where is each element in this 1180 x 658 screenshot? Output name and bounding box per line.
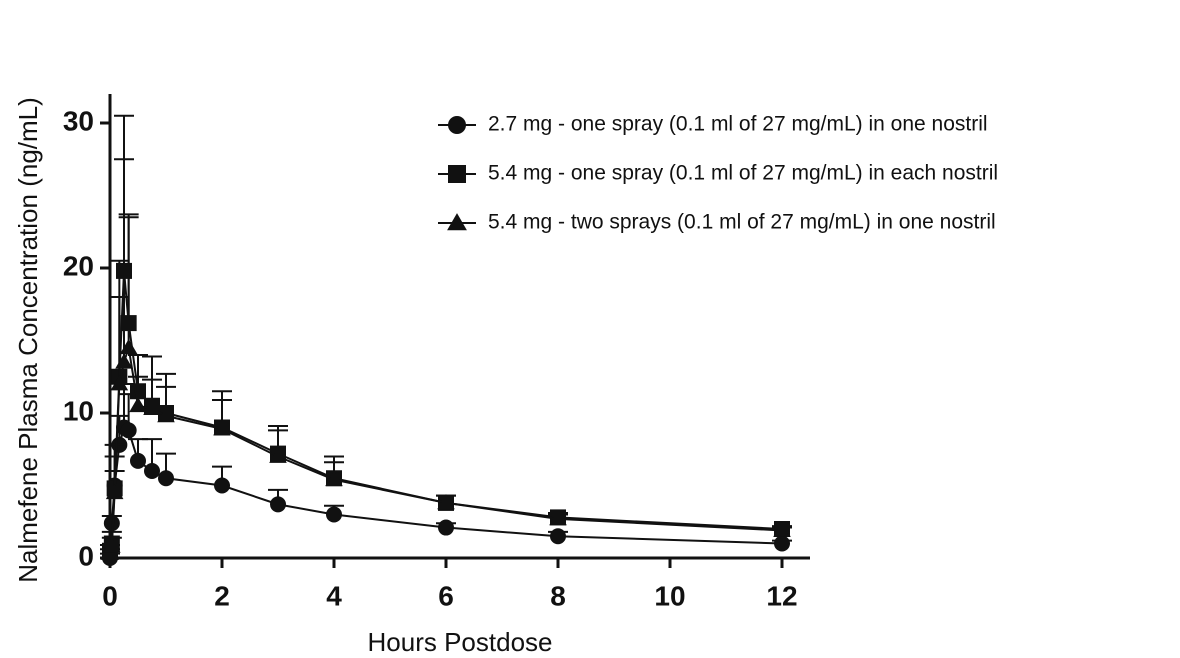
- error-bar: [114, 158, 134, 363]
- marker: [157, 407, 175, 423]
- x-axis-label: Hours Postdose: [368, 627, 553, 657]
- marker: [214, 477, 230, 494]
- y-tick-label: 20: [63, 250, 94, 281]
- x-tick-label: 12: [766, 580, 797, 611]
- marker: [270, 496, 286, 513]
- legend-label: 5.4 mg - two sprays (0.1 ml of 27 mg/mL)…: [488, 211, 996, 234]
- x-tick-label: 0: [102, 580, 118, 611]
- marker: [143, 399, 161, 416]
- marker: [115, 353, 133, 369]
- x-tick-label: 2: [214, 580, 230, 611]
- y-axis-label: Nalmefene Plasma Concentration (ng/mL): [13, 97, 43, 583]
- y-tick-label: 30: [63, 105, 94, 136]
- marker: [144, 463, 160, 479]
- marker: [773, 521, 791, 537]
- marker: [448, 165, 466, 183]
- marker: [110, 375, 129, 391]
- marker: [130, 452, 146, 469]
- x-tick-label: 4: [326, 580, 342, 611]
- error-bar: [118, 216, 139, 348]
- marker: [774, 535, 790, 552]
- series: [100, 383, 792, 566]
- y-tick-label: 0: [78, 540, 94, 571]
- marker: [325, 470, 343, 487]
- marker: [438, 519, 454, 536]
- series: [100, 158, 792, 561]
- marker: [447, 213, 467, 231]
- x-tick-label: 6: [438, 580, 454, 611]
- legend-label: 5.4 mg - one spray (0.1 ml of 27 mg/mL) …: [488, 162, 998, 185]
- marker: [549, 510, 567, 526]
- marker: [103, 537, 121, 553]
- marker: [448, 116, 466, 134]
- x-tick-label: 10: [654, 580, 685, 611]
- marker: [120, 422, 137, 439]
- marker: [437, 494, 455, 510]
- y-tick-label: 10: [63, 395, 94, 426]
- series-line: [109, 425, 783, 559]
- marker: [105, 483, 124, 500]
- marker: [269, 447, 287, 463]
- error-bar: [109, 296, 130, 384]
- marker: [129, 396, 147, 413]
- legend: 2.7 mg - one spray (0.1 ml of 27 mg/mL) …: [438, 113, 998, 234]
- marker: [103, 515, 120, 532]
- x-tick-label: 8: [550, 580, 566, 611]
- legend-label: 2.7 mg - one spray (0.1 ml of 27 mg/mL) …: [488, 113, 988, 136]
- marker: [158, 470, 174, 487]
- marker: [550, 528, 566, 545]
- marker: [119, 338, 138, 355]
- marker: [326, 506, 342, 523]
- marker: [213, 420, 231, 436]
